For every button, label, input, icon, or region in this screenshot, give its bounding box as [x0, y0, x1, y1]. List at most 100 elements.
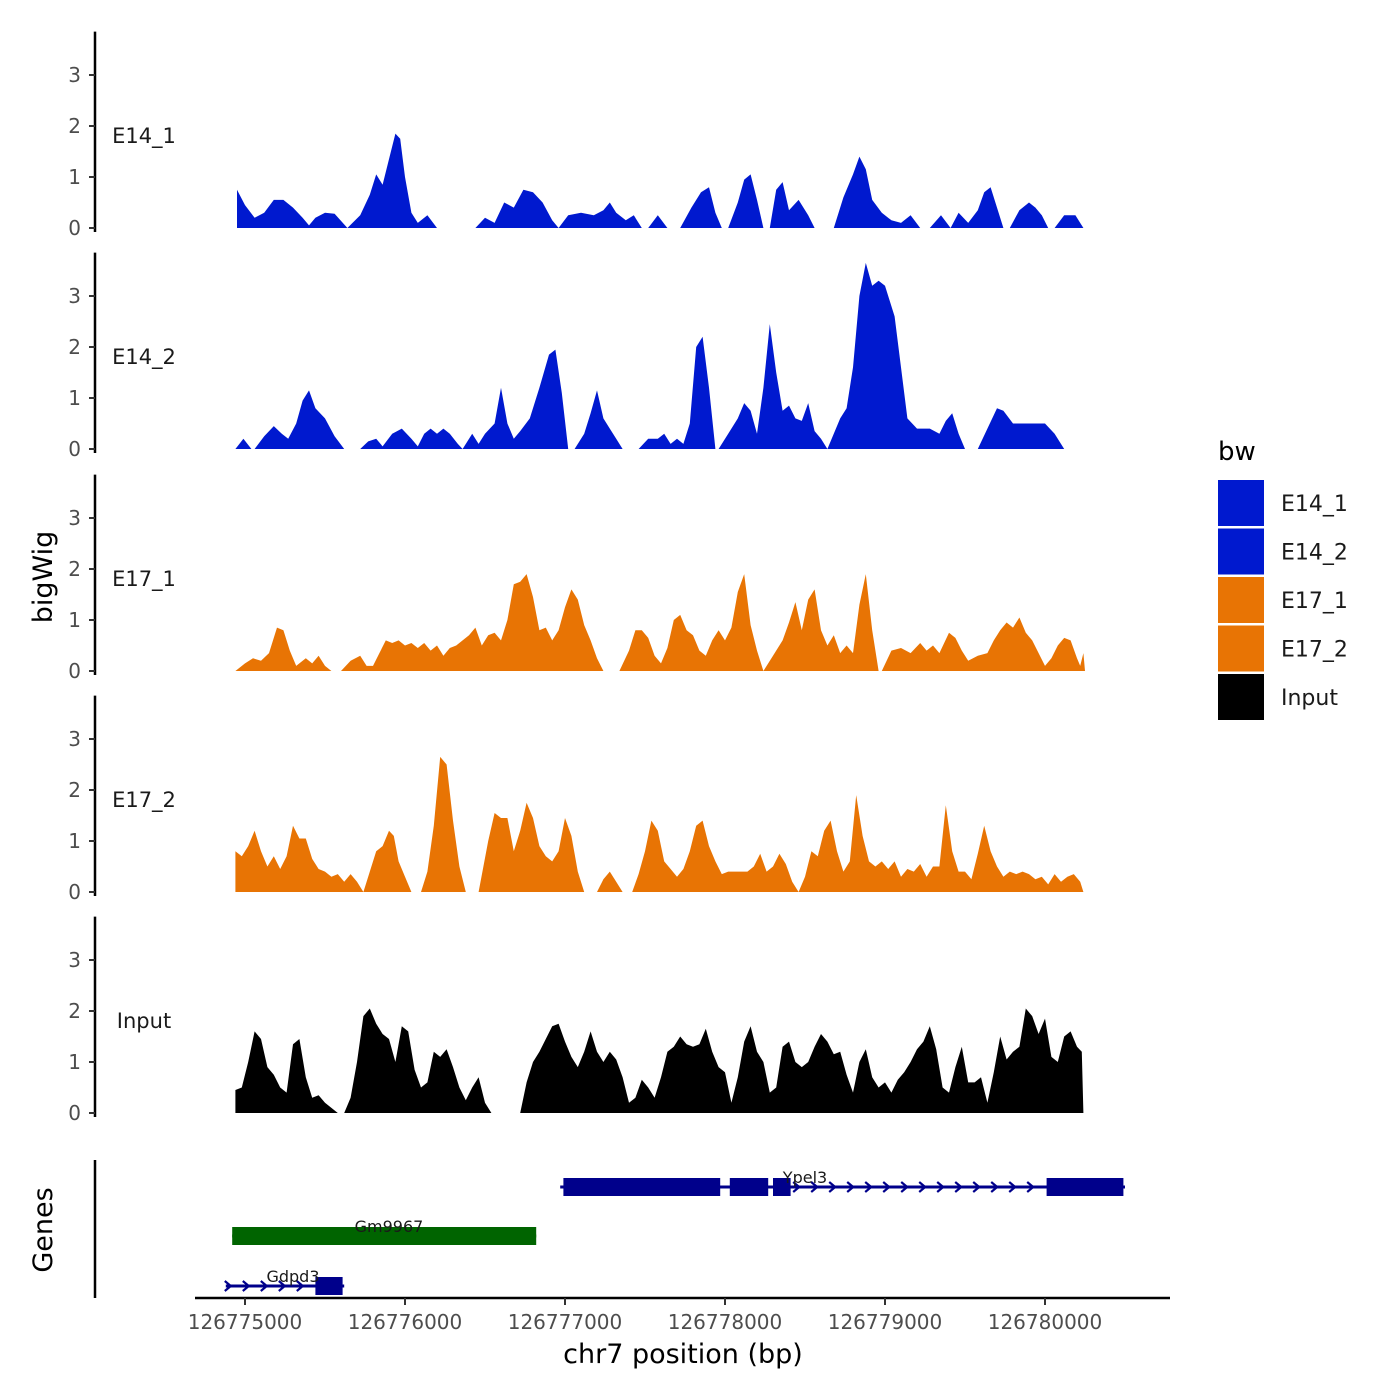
y-tick-label: 3 [68, 727, 81, 751]
y-tick-label: 3 [68, 506, 81, 530]
signal-area [235, 627, 332, 671]
legend-title: bw [1218, 437, 1256, 467]
strand-arrow [242, 1280, 251, 1292]
signal-area [558, 202, 642, 228]
genes-axis-title: Genes [28, 1187, 59, 1272]
strand-arrow [864, 1181, 873, 1193]
x-tick-label: 126780000 [988, 1310, 1103, 1334]
signal-area [478, 802, 585, 892]
strand-arrow [296, 1280, 305, 1292]
strand-arrow [260, 1280, 269, 1292]
gene-label: Ypel3 [782, 1168, 827, 1187]
y-tick-label: 2 [68, 114, 81, 138]
y-tick-label: 1 [68, 829, 81, 853]
signal-area [648, 215, 668, 228]
signal-area [360, 428, 463, 449]
track-input: 0 1 2 3 Input [68, 916, 1084, 1125]
track-e17-2: 0 1 2 3 E17_2 [68, 695, 1084, 904]
signal-tracks: 0 1 2 3 E14_1 0 1 2 3 E14_2 0 1 2 3 E17_1 0 1 2 3 E17_2 0 1 2 3… [68, 31, 1085, 1125]
strand-arrow [900, 1181, 909, 1193]
x-tick-label: 126779000 [828, 1310, 943, 1334]
y-tick-label: 2 [68, 778, 81, 802]
signal-area [235, 1008, 492, 1113]
signal-area [520, 1008, 1084, 1113]
signal-area [462, 349, 569, 449]
signal-area [235, 438, 252, 449]
strand-arrow [828, 1181, 837, 1193]
x-tick-label: 126776000 [348, 1310, 463, 1334]
gene-exon [315, 1277, 343, 1295]
signal-area [475, 189, 559, 228]
strand-arrow [278, 1280, 287, 1292]
strand-arrow [224, 1280, 233, 1292]
x-tick-label: 126775000 [188, 1310, 303, 1334]
strand-arrow [990, 1181, 999, 1193]
gene-label: Gm9967 [355, 1217, 424, 1236]
legend-entry: E14_1 [1218, 480, 1348, 526]
y-tick-label: 3 [68, 948, 81, 972]
y-tick-label: 1 [68, 386, 81, 410]
signal-area [619, 574, 764, 671]
y-tick-label: 3 [68, 63, 81, 87]
signal-area [798, 795, 1084, 892]
strand-arrow [792, 1181, 801, 1193]
x-axis-title: chr7 position (bp) [563, 1339, 803, 1370]
legend-label: E14_2 [1281, 541, 1348, 566]
strand-arrow [936, 1181, 945, 1193]
track-e14-2: 0 1 2 3 E14_2 [68, 252, 1065, 461]
signal-area [929, 187, 1004, 228]
y-tick-label: 2 [68, 557, 81, 581]
track-label: E14_2 [112, 345, 176, 370]
x-tick-label: 126778000 [668, 1310, 783, 1334]
legend-label: E14_1 [1281, 492, 1348, 517]
legend-swatch [1218, 674, 1264, 720]
signal-area [235, 825, 364, 892]
x-tick-label: 126777000 [508, 1310, 623, 1334]
legend-label: E17_2 [1281, 638, 1348, 663]
track-label: E17_1 [112, 567, 176, 592]
y-tick-label: 0 [68, 659, 81, 683]
y-tick-label: 1 [68, 165, 81, 189]
y-tick-label: 2 [68, 335, 81, 359]
signal-area [977, 408, 1065, 449]
y-tick-label: 1 [68, 608, 81, 632]
legend-entry: E14_2 [1218, 528, 1348, 575]
y-tick-label: 0 [68, 437, 81, 461]
y-tick-label: 1 [68, 1050, 81, 1074]
signal-area [833, 156, 921, 228]
strand-arrow [810, 1181, 819, 1193]
legend-swatch [1218, 625, 1264, 672]
legend-swatch [1218, 577, 1264, 623]
y-tick-label: 3 [68, 284, 81, 308]
legend-entry: E17_1 [1218, 577, 1348, 623]
x-axis: 126775000 126776000 126777000 126778000 1267… [188, 1296, 1170, 1334]
gene-gdpd3: Gdpd3 [224, 1267, 345, 1295]
signal-area [827, 262, 965, 449]
signal-area [237, 189, 348, 228]
gene-exon [232, 1227, 537, 1245]
gene-annotation-track: Ypel3 Gm9967 Gdpd3 [93, 1160, 1125, 1298]
signal-area [254, 390, 345, 449]
track-label: E14_1 [112, 124, 176, 149]
track-label: Input [117, 1009, 171, 1033]
strand-arrow [846, 1181, 855, 1193]
gene-exon [729, 1178, 769, 1196]
signal-area [632, 820, 799, 892]
signal-area [597, 871, 623, 892]
signal-area [363, 830, 412, 892]
legend-swatch [1218, 480, 1264, 526]
signal-area [1054, 215, 1084, 228]
signal-area [1009, 202, 1049, 228]
strand-arrow [954, 1181, 963, 1193]
legend-entry: E17_2 [1218, 625, 1348, 672]
signal-area [881, 617, 1085, 671]
gene-ypel3: Ypel3 [560, 1168, 1125, 1196]
signal-area [421, 756, 466, 892]
signal-area [574, 390, 623, 449]
legend-label: Input [1281, 686, 1338, 711]
strand-arrow [918, 1181, 927, 1193]
gene-exon [563, 1178, 721, 1196]
strand-arrow [882, 1181, 891, 1193]
y-tick-label: 0 [68, 216, 81, 240]
